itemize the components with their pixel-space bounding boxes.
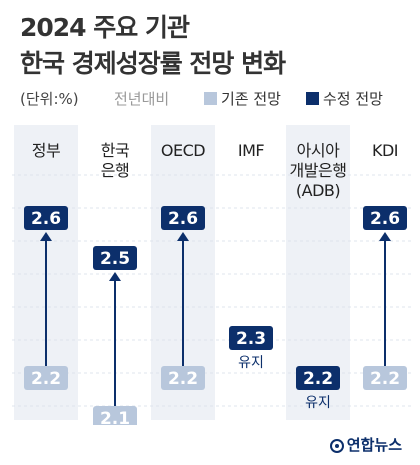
new-forecast-value: 2.6 <box>168 209 198 229</box>
legend-item-new: 수정 전망 <box>306 88 383 109</box>
column-label: KDI <box>372 141 398 160</box>
source-label: 연합뉴스 <box>346 436 402 454</box>
old-forecast-box <box>161 366 205 390</box>
legend-swatch-old <box>204 92 217 105</box>
column-label-line: (ADB) <box>296 181 340 200</box>
old-forecast-box <box>363 366 407 390</box>
status-label: 유지 <box>238 355 264 371</box>
column-label-line: 개발은행 <box>290 161 347 180</box>
legend-label-old: 기존 전망 <box>221 90 281 108</box>
legend-label-new: 수정 전망 <box>323 90 383 108</box>
old-forecast-value: 2.2 <box>31 369 61 389</box>
basis-label: 전년대비 <box>114 90 170 108</box>
legend-item-old: 기존 전망 <box>204 88 281 109</box>
column-label-line: KDI <box>372 141 398 160</box>
old-forecast-value: 2.1 <box>100 409 130 425</box>
old-forecast-box <box>24 366 68 390</box>
change-arrow-head <box>40 232 52 241</box>
column-label: OECD <box>161 141 205 160</box>
new-forecast-value: 2.6 <box>31 209 61 229</box>
status-label: 유지 <box>305 395 331 411</box>
column-label-line: IMF <box>238 141 265 160</box>
new-forecast-box <box>24 206 68 230</box>
column-label: 한국 은행 <box>101 141 129 180</box>
new-forecast-value: 2.5 <box>100 249 130 269</box>
change-arrow-head <box>379 232 391 241</box>
new-forecast-value: 2.6 <box>370 209 400 229</box>
new-forecast-value: 2.2 <box>303 369 333 389</box>
column-label-line: 은행 <box>101 161 129 180</box>
change-arrow-head <box>177 232 189 241</box>
new-forecast-box <box>229 326 273 350</box>
old-forecast-box <box>93 406 137 425</box>
chart-title-line1: 2024 주요 기관 <box>20 13 190 42</box>
column-label: 정부 <box>32 141 60 160</box>
yonhap-logo-icon <box>329 439 344 453</box>
column-labels: 정부 한국 은행 OECD IMF 아시아 개발은행 (ADB) KDI <box>32 141 399 200</box>
column-label-line: 한국 <box>101 141 129 160</box>
value-marks: 2.2 2.6 2.1 2.5 2.2 2.6 2.3 유지 2.2 유지 2.2 2.6 <box>24 206 407 425</box>
column-label-line: 정부 <box>32 141 60 160</box>
column-label: 아시아 개발은행 (ADB) <box>290 141 347 200</box>
old-forecast-value: 2.2 <box>168 369 198 389</box>
change-arrow-head <box>109 272 121 281</box>
chart-title-line2: 한국 경제성장률 전망 변화 <box>20 49 286 78</box>
source-logo: 연합뉴스 <box>329 434 402 455</box>
gridlines <box>12 174 412 407</box>
column-label-line: OECD <box>161 141 205 160</box>
new-forecast-box <box>363 206 407 230</box>
column-label: IMF <box>238 141 265 160</box>
column-label-line: 아시아 <box>297 141 340 160</box>
new-forecast-box <box>161 206 205 230</box>
legend-swatch-new <box>306 92 319 105</box>
old-forecast-value: 2.2 <box>370 369 400 389</box>
new-forecast-box <box>296 366 340 390</box>
new-forecast-value: 2.3 <box>236 329 266 349</box>
unit-label: (단위:%) <box>20 90 79 108</box>
new-forecast-box <box>93 246 137 270</box>
